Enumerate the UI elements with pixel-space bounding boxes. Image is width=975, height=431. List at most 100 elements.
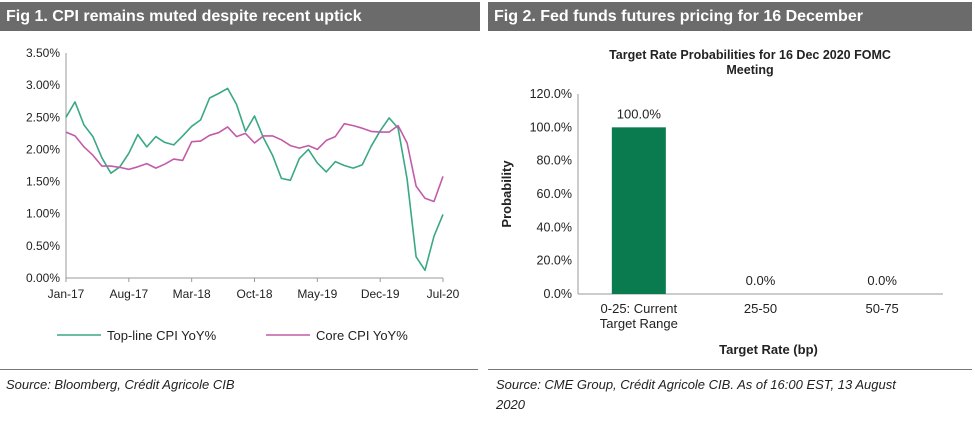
- topline-cpi-series-point: [208, 97, 210, 99]
- topline-cpi-series-point: [217, 92, 219, 94]
- x-tick-label: May-19: [297, 287, 337, 301]
- core-cpi-series-point: [217, 132, 219, 134]
- core-cpi-series-point: [155, 167, 157, 169]
- topline-cpi-series-point: [352, 167, 354, 169]
- y-tick-label: 120.0%: [530, 87, 572, 101]
- topline-cpi-series-point: [173, 144, 175, 146]
- fig2-source-line2: 2020: [496, 397, 525, 412]
- topline-cpi-series-point: [316, 162, 318, 164]
- topline-cpi-series-point: [137, 133, 139, 135]
- core-cpi-series-point: [262, 135, 264, 137]
- core-cpi-series-point: [119, 166, 121, 168]
- topline-cpi-series-point: [334, 160, 336, 162]
- topline-cpi-series-point: [155, 135, 157, 137]
- topline-cpi-series-point: [271, 154, 273, 156]
- topline-cpi-series-point: [65, 116, 67, 118]
- bar-value-label: 0.0%: [746, 273, 776, 288]
- core-cpi-series-point: [352, 124, 354, 126]
- core-cpi-series-point: [370, 130, 372, 132]
- x-tick-label: Dec-19: [361, 287, 400, 301]
- core-cpi-series-point: [406, 142, 408, 144]
- core-cpi-series-point: [316, 148, 318, 150]
- core-cpi-series-point: [379, 131, 381, 133]
- topline-cpi-series-point: [110, 172, 112, 174]
- y-axis-label: Probability: [499, 160, 514, 228]
- topline-cpi-series-point: [307, 148, 309, 150]
- y-tick-label: 20.0%: [537, 254, 572, 268]
- x-category-label: 50-75: [866, 301, 899, 316]
- y-tick-label: 40.0%: [537, 220, 572, 234]
- topline-cpi-series-point: [235, 103, 237, 105]
- y-tick-label: 80.0%: [537, 154, 572, 168]
- core-cpi-series-point: [343, 123, 345, 125]
- x-category-label: Target Range: [600, 316, 678, 331]
- topline-cpi-series-point: [226, 87, 228, 89]
- x-category-label: 0-25: Current: [601, 301, 678, 316]
- topline-cpi-series-point: [128, 152, 130, 154]
- chart-title-line2: Meeting: [726, 63, 773, 77]
- core-cpi-series-point: [415, 185, 417, 187]
- fig2-source-line1: Source: CME Group, Crédit Agricole CIB. …: [496, 377, 896, 392]
- topline-cpi-series-point: [181, 135, 183, 137]
- core-cpi-series-point: [334, 135, 336, 137]
- fig2-title: Fig 2. Fed funds futures pricing for 16 …: [488, 2, 972, 31]
- bar-value-label: 0.0%: [867, 273, 897, 288]
- fig1-divider: [0, 369, 478, 370]
- fed-funds-bar-chart: Target Rate Probabilities for 16 Dec 202…: [499, 48, 943, 357]
- topline-cpi-series-point: [253, 115, 255, 117]
- core-cpi-series-line: [65, 122, 444, 203]
- core-cpi-series-point: [181, 159, 183, 161]
- core-cpi-series-point: [388, 131, 390, 133]
- core-cpi-series-point: [199, 140, 201, 142]
- core-cpi-series-point: [424, 197, 426, 199]
- topline-cpi-series-point: [280, 177, 282, 179]
- core-cpi-series-point: [289, 144, 291, 146]
- core-cpi-series-point: [442, 175, 444, 177]
- core-cpi-series-point: [128, 168, 130, 170]
- y-tick-label: 3.50%: [26, 46, 60, 60]
- legend-topline-label: Top-line CPI YoY%: [107, 328, 217, 343]
- core-cpi-series-point: [173, 158, 175, 160]
- y-tick-label: 0.00%: [26, 271, 60, 285]
- topline-cpi-series-point: [433, 235, 435, 237]
- y-tick-label: 2.00%: [26, 142, 60, 156]
- fig1-panel: Fig 1. CPI remains muted despite recent …: [0, 0, 480, 431]
- bar-value-label: 100.0%: [617, 106, 662, 121]
- y-tick-label: 1.50%: [26, 175, 60, 189]
- core-cpi-series-point: [137, 166, 139, 168]
- y-tick-label: 0.50%: [26, 239, 60, 253]
- core-cpi-series-point: [253, 142, 255, 144]
- core-cpi-series-point: [325, 139, 327, 141]
- topline-cpi-series-point: [424, 269, 426, 271]
- topline-cpi-series-point: [388, 117, 390, 119]
- topline-cpi-series-point: [298, 157, 300, 159]
- bar-0-25: [611, 127, 666, 294]
- topline-cpi-series-point: [415, 256, 417, 258]
- core-cpi-series-point: [164, 163, 166, 165]
- topline-cpi-series-point: [101, 157, 103, 159]
- core-cpi-series-point: [190, 141, 192, 143]
- y-tick-label: 2.50%: [26, 110, 60, 124]
- topline-cpi-series-point: [361, 164, 363, 166]
- fig2-panel: Fig 2. Fed funds futures pricing for 16 …: [488, 0, 975, 431]
- core-cpi-series-point: [110, 165, 112, 167]
- y-tick-label: 3.00%: [26, 78, 60, 92]
- legend-core-label: Core CPI YoY%: [316, 328, 408, 343]
- core-cpi-series-point: [307, 144, 309, 146]
- topline-cpi-series-line: [65, 87, 444, 272]
- core-cpi-series-point: [271, 135, 273, 137]
- core-cpi-series-point: [226, 126, 228, 128]
- x-tick-label: Aug-17: [109, 287, 148, 301]
- topline-cpi-series-point: [92, 135, 94, 137]
- fig1-title: Fig 1. CPI remains muted despite recent …: [0, 2, 480, 31]
- core-cpi-series-point: [208, 134, 210, 136]
- x-axis-label: Target Rate (bp): [719, 342, 818, 357]
- core-cpi-series-point: [397, 124, 399, 126]
- topline-cpi-series-point: [74, 101, 76, 103]
- topline-cpi-series-point: [199, 119, 201, 121]
- topline-cpi-series-point: [325, 171, 327, 173]
- core-cpi-series-point: [433, 200, 435, 202]
- core-cpi-series-point: [146, 162, 148, 164]
- topline-cpi-series-point: [370, 145, 372, 147]
- core-cpi-series-point: [101, 165, 103, 167]
